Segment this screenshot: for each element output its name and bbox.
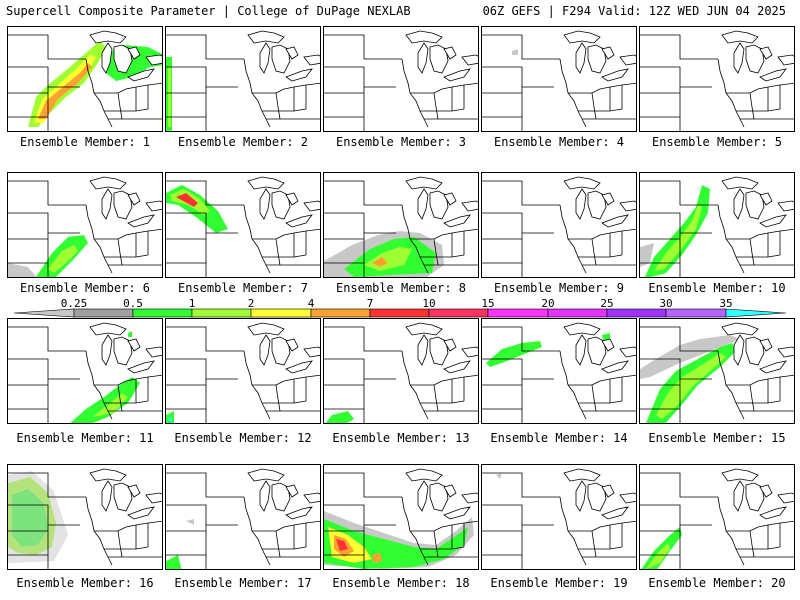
member-map-svg	[8, 322, 162, 423]
colorbar-tick-label: 0.25	[60, 297, 88, 310]
colorbar-tick-label: 30	[659, 297, 673, 310]
colorbar-arrow-left	[13, 308, 75, 318]
ensemble-member-map	[481, 172, 637, 278]
colorbar-segment	[191, 308, 252, 318]
member-map-svg	[8, 468, 162, 569]
ensemble-member-map	[639, 26, 795, 132]
colorbar-segment	[547, 308, 608, 318]
ensemble-member-label: Ensemble Member: 7	[177, 281, 309, 295]
ensemble-member-label: Ensemble Member: 11	[16, 431, 154, 445]
member-map-svg	[482, 30, 636, 131]
colorbar-tick-label: 0.5	[123, 297, 143, 310]
ensemble-member-map	[323, 26, 479, 132]
ensemble-member-label: Ensemble Member: 16	[16, 576, 154, 590]
colorbar-tick-label: 7	[366, 297, 374, 310]
member-map-svg	[324, 30, 478, 131]
member-map-svg	[640, 30, 794, 131]
member-map-svg	[640, 468, 794, 569]
ensemble-member-label: Ensemble Member: 2	[177, 135, 309, 149]
member-map-svg	[8, 30, 162, 131]
colorbar-tick-label: 1	[188, 297, 196, 310]
ensemble-member-label: Ensemble Member: 8	[335, 281, 467, 295]
ensemble-member-label: Ensemble Member: 17	[174, 576, 312, 590]
colorbar-segment	[310, 308, 371, 318]
ensemble-member-map	[639, 318, 795, 424]
ensemble-member-label: Ensemble Member: 1	[19, 135, 151, 149]
colorbar-segment	[250, 308, 312, 318]
ensemble-member-label: Ensemble Member: 12	[174, 431, 312, 445]
ensemble-member-label: Ensemble Member: 5	[651, 135, 783, 149]
ensemble-member-label: Ensemble Member: 14	[490, 431, 628, 445]
ensemble-member-map	[481, 464, 637, 570]
colorbar-segment	[428, 308, 489, 318]
colorbar-segment	[369, 308, 430, 318]
ensemble-member-map	[323, 172, 479, 278]
colorbar	[13, 308, 787, 318]
member-map-svg	[166, 322, 320, 423]
colorbar-tick-label: 20	[541, 297, 555, 310]
colorbar-tick-label: 15	[481, 297, 495, 310]
ensemble-member-label: Ensemble Member: 4	[493, 135, 625, 149]
ensemble-member-label: Ensemble Member: 6	[19, 281, 151, 295]
member-map-svg	[166, 176, 320, 277]
ensemble-member-map	[639, 464, 795, 570]
ensemble-member-map	[7, 318, 163, 424]
ensemble-member-map	[165, 318, 321, 424]
ensemble-member-map	[165, 464, 321, 570]
ensemble-member-label: Ensemble Member: 3	[335, 135, 467, 149]
colorbar-segment	[487, 308, 549, 318]
ensemble-member-map	[639, 172, 795, 278]
member-map-svg	[482, 176, 636, 277]
ensemble-member-map	[165, 172, 321, 278]
member-map-svg	[640, 322, 794, 423]
ensemble-member-map	[323, 318, 479, 424]
member-map-svg	[324, 176, 478, 277]
ensemble-member-map	[7, 172, 163, 278]
member-map-svg	[8, 176, 162, 277]
ensemble-member-label: Ensemble Member: 9	[493, 281, 625, 295]
member-map-svg	[482, 468, 636, 569]
map-title: Supercell Composite Parameter | College …	[6, 4, 411, 18]
run-valid-time: 06Z GEFS | F294 Valid: 12Z WED JUN 04 20…	[482, 4, 786, 18]
ensemble-member-label: Ensemble Member: 10	[648, 281, 786, 295]
member-map-svg	[482, 322, 636, 423]
member-map-svg	[640, 176, 794, 277]
ensemble-member-map	[7, 464, 163, 570]
colorbar-tick-label: 35	[719, 297, 733, 310]
colorbar-tick-label: 25	[600, 297, 614, 310]
ensemble-member-map	[165, 26, 321, 132]
ensemble-member-map	[323, 464, 479, 570]
ensemble-member-label: Ensemble Member: 19	[490, 576, 628, 590]
ensemble-member-label: Ensemble Member: 15	[648, 431, 786, 445]
ensemble-member-label: Ensemble Member: 13	[332, 431, 470, 445]
colorbar-segment	[132, 308, 193, 318]
member-map-svg	[324, 468, 478, 569]
ensemble-member-label: Ensemble Member: 18	[332, 576, 470, 590]
colorbar-tick-label: 4	[307, 297, 315, 310]
member-map-svg	[166, 30, 320, 131]
colorbar-segment	[73, 308, 134, 318]
ensemble-member-label: Ensemble Member: 20	[648, 576, 786, 590]
ensemble-member-map	[481, 26, 637, 132]
ensemble-member-map	[481, 318, 637, 424]
colorbar-tick-label: 10	[422, 297, 436, 310]
member-map-svg	[324, 322, 478, 423]
ensemble-member-map	[7, 26, 163, 132]
colorbar-segment	[606, 308, 667, 318]
member-map-svg	[166, 468, 320, 569]
colorbar-arrow-right	[725, 308, 787, 318]
colorbar-tick-label: 2	[247, 297, 255, 310]
colorbar-segment	[665, 308, 727, 318]
